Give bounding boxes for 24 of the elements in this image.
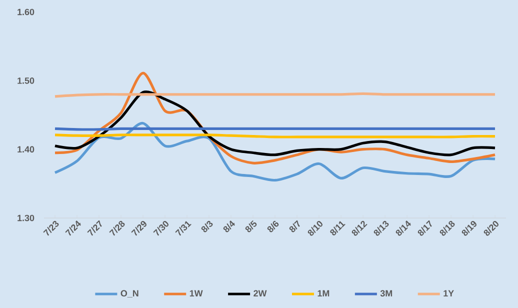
x-tick-label: 8/5 [245, 220, 257, 232]
x-tick-label: 7/29 [131, 220, 146, 236]
legend-label: O_N [120, 290, 138, 298]
x-tick-label: 8/7 [289, 220, 300, 232]
x-tick-label: 8/10 [308, 221, 322, 236]
legend-label: 3M [380, 290, 392, 297]
y-tick-label: 1.50 [18, 77, 34, 84]
line-series [54, 90, 496, 156]
x-tick-label: 8/4 [223, 220, 235, 232]
x-tick-label: 8/11 [330, 221, 346, 236]
x-tick-label: 8/6 [267, 220, 279, 232]
y-tick-label: 1.40 [18, 146, 34, 153]
y-tick-label: 1.30 [18, 214, 34, 222]
legend-label: 1Y [444, 290, 454, 296]
legend-label: 1W [190, 290, 203, 296]
x-tick-label: 7/30 [153, 221, 168, 236]
legend-label: 1M [318, 290, 330, 296]
x-tick-label: 8/20 [484, 221, 498, 236]
legend-label: 2W [254, 290, 267, 296]
line-series [54, 122, 496, 182]
y-tick-label: 1.60 [18, 8, 34, 16]
x-tick-label: 8/3 [201, 220, 213, 232]
x-tick-label: 7/31 [175, 221, 192, 236]
x-tick-label: 8/19 [462, 220, 476, 236]
